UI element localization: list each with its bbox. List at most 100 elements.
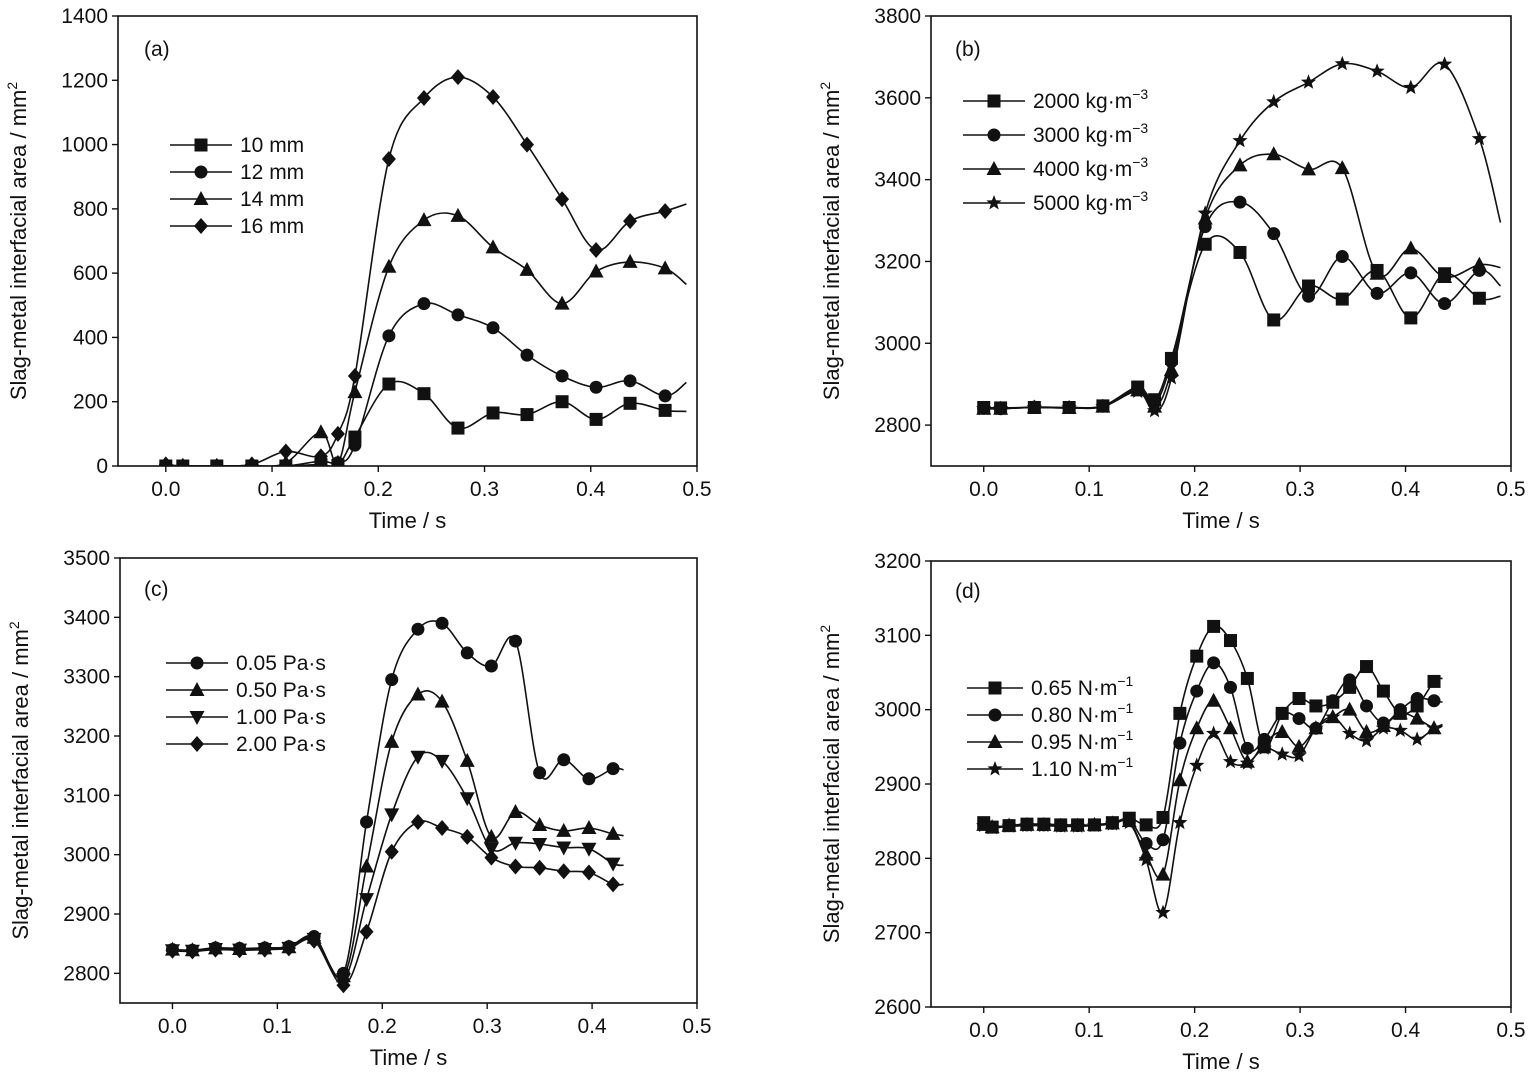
legend-marker [194, 218, 208, 234]
x-tick-label: 0.1 [257, 478, 286, 501]
data-point-3-15 [532, 859, 547, 876]
x-tick-label: 0.3 [473, 1015, 502, 1038]
x-tick-label: 0.5 [682, 478, 711, 501]
legend-marker [987, 734, 1003, 748]
data-point-3-1 [185, 943, 200, 960]
legend-entry-label: 0.95 N·m−1 [1031, 727, 1134, 754]
series-group [164, 616, 624, 994]
legend-marker [988, 708, 1002, 722]
legend-entry-text: 2.00 Pa·s [236, 733, 326, 756]
x-tick-label: 0.5 [1496, 1019, 1525, 1042]
x-tick-label: 0.1 [1075, 1019, 1104, 1042]
x-axis-label: Time / s [1182, 1049, 1259, 1074]
legend-marker [986, 161, 1002, 175]
legend-entry-text: 0.65 N·m [1031, 677, 1117, 700]
data-point-3-11 [435, 819, 450, 836]
y-tick-label: 0 [96, 455, 108, 478]
data-point-2-5 [313, 424, 329, 439]
data-point-0-18 [606, 762, 620, 776]
legend-entry-label: 3000 kg·m−3 [1033, 120, 1148, 147]
data-point-3-0 [165, 942, 180, 959]
legend-marker [988, 681, 1002, 695]
data-point-3-27 [1426, 720, 1442, 735]
y-tick-label: 3200 [63, 725, 110, 748]
data-point-0-10 [1267, 313, 1281, 327]
data-point-1-15 [1223, 680, 1237, 694]
data-point-0-16 [1240, 671, 1254, 685]
data-point-3-12 [1172, 814, 1188, 830]
data-point-0-11 [1302, 279, 1316, 293]
data-point-2-14 [508, 836, 524, 851]
y-axis-label-superscript: 2 [4, 82, 20, 90]
data-point-3-6 [1070, 818, 1086, 833]
data-point-3-16 [1239, 755, 1255, 770]
y-axis-label-superscript: 2 [817, 625, 833, 633]
data-point-3-11 [1155, 904, 1171, 920]
data-point-1-13 [1370, 286, 1384, 300]
series-group [976, 619, 1443, 920]
data-point-3-0 [158, 456, 173, 466]
chart-panel-2: 0.0 0.1 0.2 0.3 0.4 0.5 2800 2900 3000 3100 3200 33… [6, 547, 712, 1070]
plot-frame [119, 557, 698, 1004]
data-point-3-12 [1334, 55, 1350, 71]
x-tick-label: 0.3 [470, 478, 499, 501]
data-point-2-10 [450, 207, 466, 222]
series-line-1 [165, 302, 687, 466]
data-point-1-10 [410, 686, 426, 701]
data-point-0-12 [1173, 706, 1187, 720]
legend-entry-text: 0.95 N·m [1031, 731, 1117, 754]
legend-entry-text: 4000 kg·m [1033, 158, 1132, 181]
data-point-1-9 [384, 733, 400, 748]
legend-marker [193, 191, 209, 205]
x-tick-label: 0.4 [1391, 1019, 1421, 1042]
data-point-1-21 [1326, 694, 1340, 708]
legend-marker [987, 128, 1001, 142]
data-point-3-12 [520, 136, 535, 153]
data-point-3-10 [410, 814, 425, 831]
legend-marker [194, 165, 208, 179]
data-point-3-5 [313, 448, 328, 465]
legend-entry-superscript: −3 [1132, 188, 1148, 204]
data-point-0-16 [658, 403, 672, 417]
data-point-3-8 [381, 151, 396, 168]
y-tick-label: 3200 [874, 250, 921, 273]
y-tick-label: 3600 [874, 87, 921, 110]
data-point-2-13 [1189, 720, 1205, 735]
legend-entry-superscript: −3 [1132, 86, 1148, 102]
data-point-3-1 [175, 458, 190, 466]
legend-entry-superscript: −1 [1117, 754, 1133, 770]
data-point-3-18 [1274, 746, 1290, 761]
data-point-0-9 [417, 387, 431, 401]
data-point-1-8 [382, 329, 396, 343]
data-point-3-16 [1471, 130, 1487, 146]
legend-entry-label: 0.50 Pa·s [236, 679, 326, 702]
data-point-1-13 [1190, 684, 1204, 698]
x-axis-label: Time / s [369, 508, 446, 533]
data-point-2-15 [532, 837, 548, 852]
y-axis-label: Slag-metal interfacial area / mm2 [817, 625, 844, 944]
x-tick-label: 0.2 [1180, 1019, 1209, 1042]
data-point-1-12 [1173, 736, 1187, 750]
data-point-2-11 [1301, 161, 1317, 176]
data-point-3-3 [232, 942, 247, 959]
data-point-1-27 [1427, 694, 1441, 708]
data-point-3-11 [486, 89, 501, 105]
data-point-0-15 [533, 766, 547, 780]
data-point-2-14 [1206, 692, 1222, 707]
legend: 10 mm 12 mm 14 mm 16 mm [170, 134, 304, 238]
data-point-2-22 [1342, 701, 1358, 716]
data-point-0-24 [1376, 684, 1390, 698]
data-point-0-8 [360, 815, 374, 829]
y-tick-label: 400 [73, 326, 108, 349]
data-point-1-22 [1343, 673, 1357, 687]
data-point-1-9 [1233, 195, 1247, 209]
legend-entry-text: 0.50 Pa·s [236, 679, 326, 702]
data-point-3-9 [384, 843, 399, 860]
data-point-2-9 [1232, 157, 1248, 172]
data-point-2-8 [381, 258, 397, 273]
data-point-0-27 [1427, 674, 1441, 688]
data-point-2-18 [1274, 723, 1290, 738]
data-point-0-16 [557, 753, 571, 767]
data-point-3-4 [1036, 817, 1052, 833]
data-point-3-14 [508, 858, 523, 875]
